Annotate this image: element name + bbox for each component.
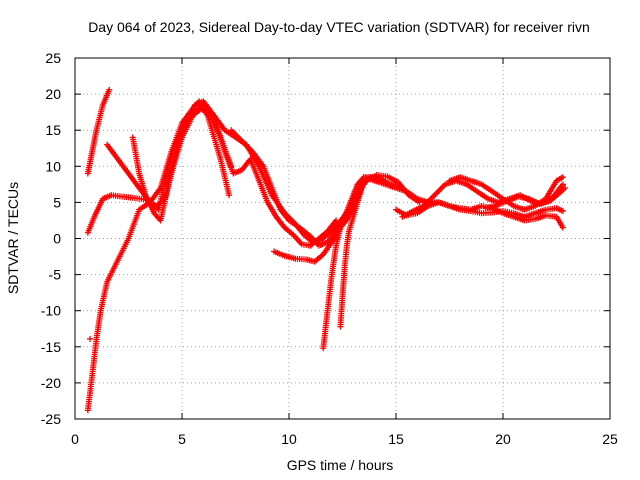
y-axis-label: SDTVAR / TECUs	[5, 182, 21, 294]
plot-frame	[74, 57, 611, 420]
data-markers	[84, 86, 569, 414]
y-tick-label: 0	[53, 231, 61, 247]
x-tick-label: 25	[602, 431, 618, 447]
x-tick-label: 10	[281, 431, 297, 447]
data-point	[333, 217, 340, 224]
tick-labels: 0 5 10 15 20 25 25 20 15 10 5 0 -5 -10 -15 -20 -25	[41, 50, 618, 447]
data-point	[559, 181, 566, 188]
x-tick-label: 15	[388, 431, 404, 447]
y-tick-label: -20	[41, 375, 61, 391]
data-point	[559, 208, 566, 215]
x-axis-label: GPS time / hours	[287, 457, 394, 473]
data-point	[358, 184, 365, 191]
x-tick-label: 20	[495, 431, 511, 447]
y-tick-label: -25	[41, 411, 61, 427]
data-point	[86, 335, 93, 342]
x-tick-label: 0	[71, 431, 79, 447]
y-tick-label: 10	[45, 158, 61, 174]
data-point	[106, 86, 113, 93]
y-tick-label: -5	[49, 267, 62, 283]
y-tick-label: -15	[41, 339, 61, 355]
grid	[75, 58, 610, 419]
chart-title: Day 064 of 2023, Sidereal Day-to-day VTE…	[88, 19, 590, 35]
data-point	[226, 192, 233, 199]
x-tick-label: 5	[178, 431, 186, 447]
y-tick-label: 20	[45, 86, 61, 102]
y-tick-label: 25	[45, 50, 61, 66]
data-point	[562, 184, 569, 191]
y-tick-label: -10	[41, 303, 61, 319]
data-point	[559, 224, 566, 231]
data-point	[559, 174, 566, 181]
y-tick-label: 15	[45, 122, 61, 138]
y-tick-label: 5	[53, 194, 61, 210]
